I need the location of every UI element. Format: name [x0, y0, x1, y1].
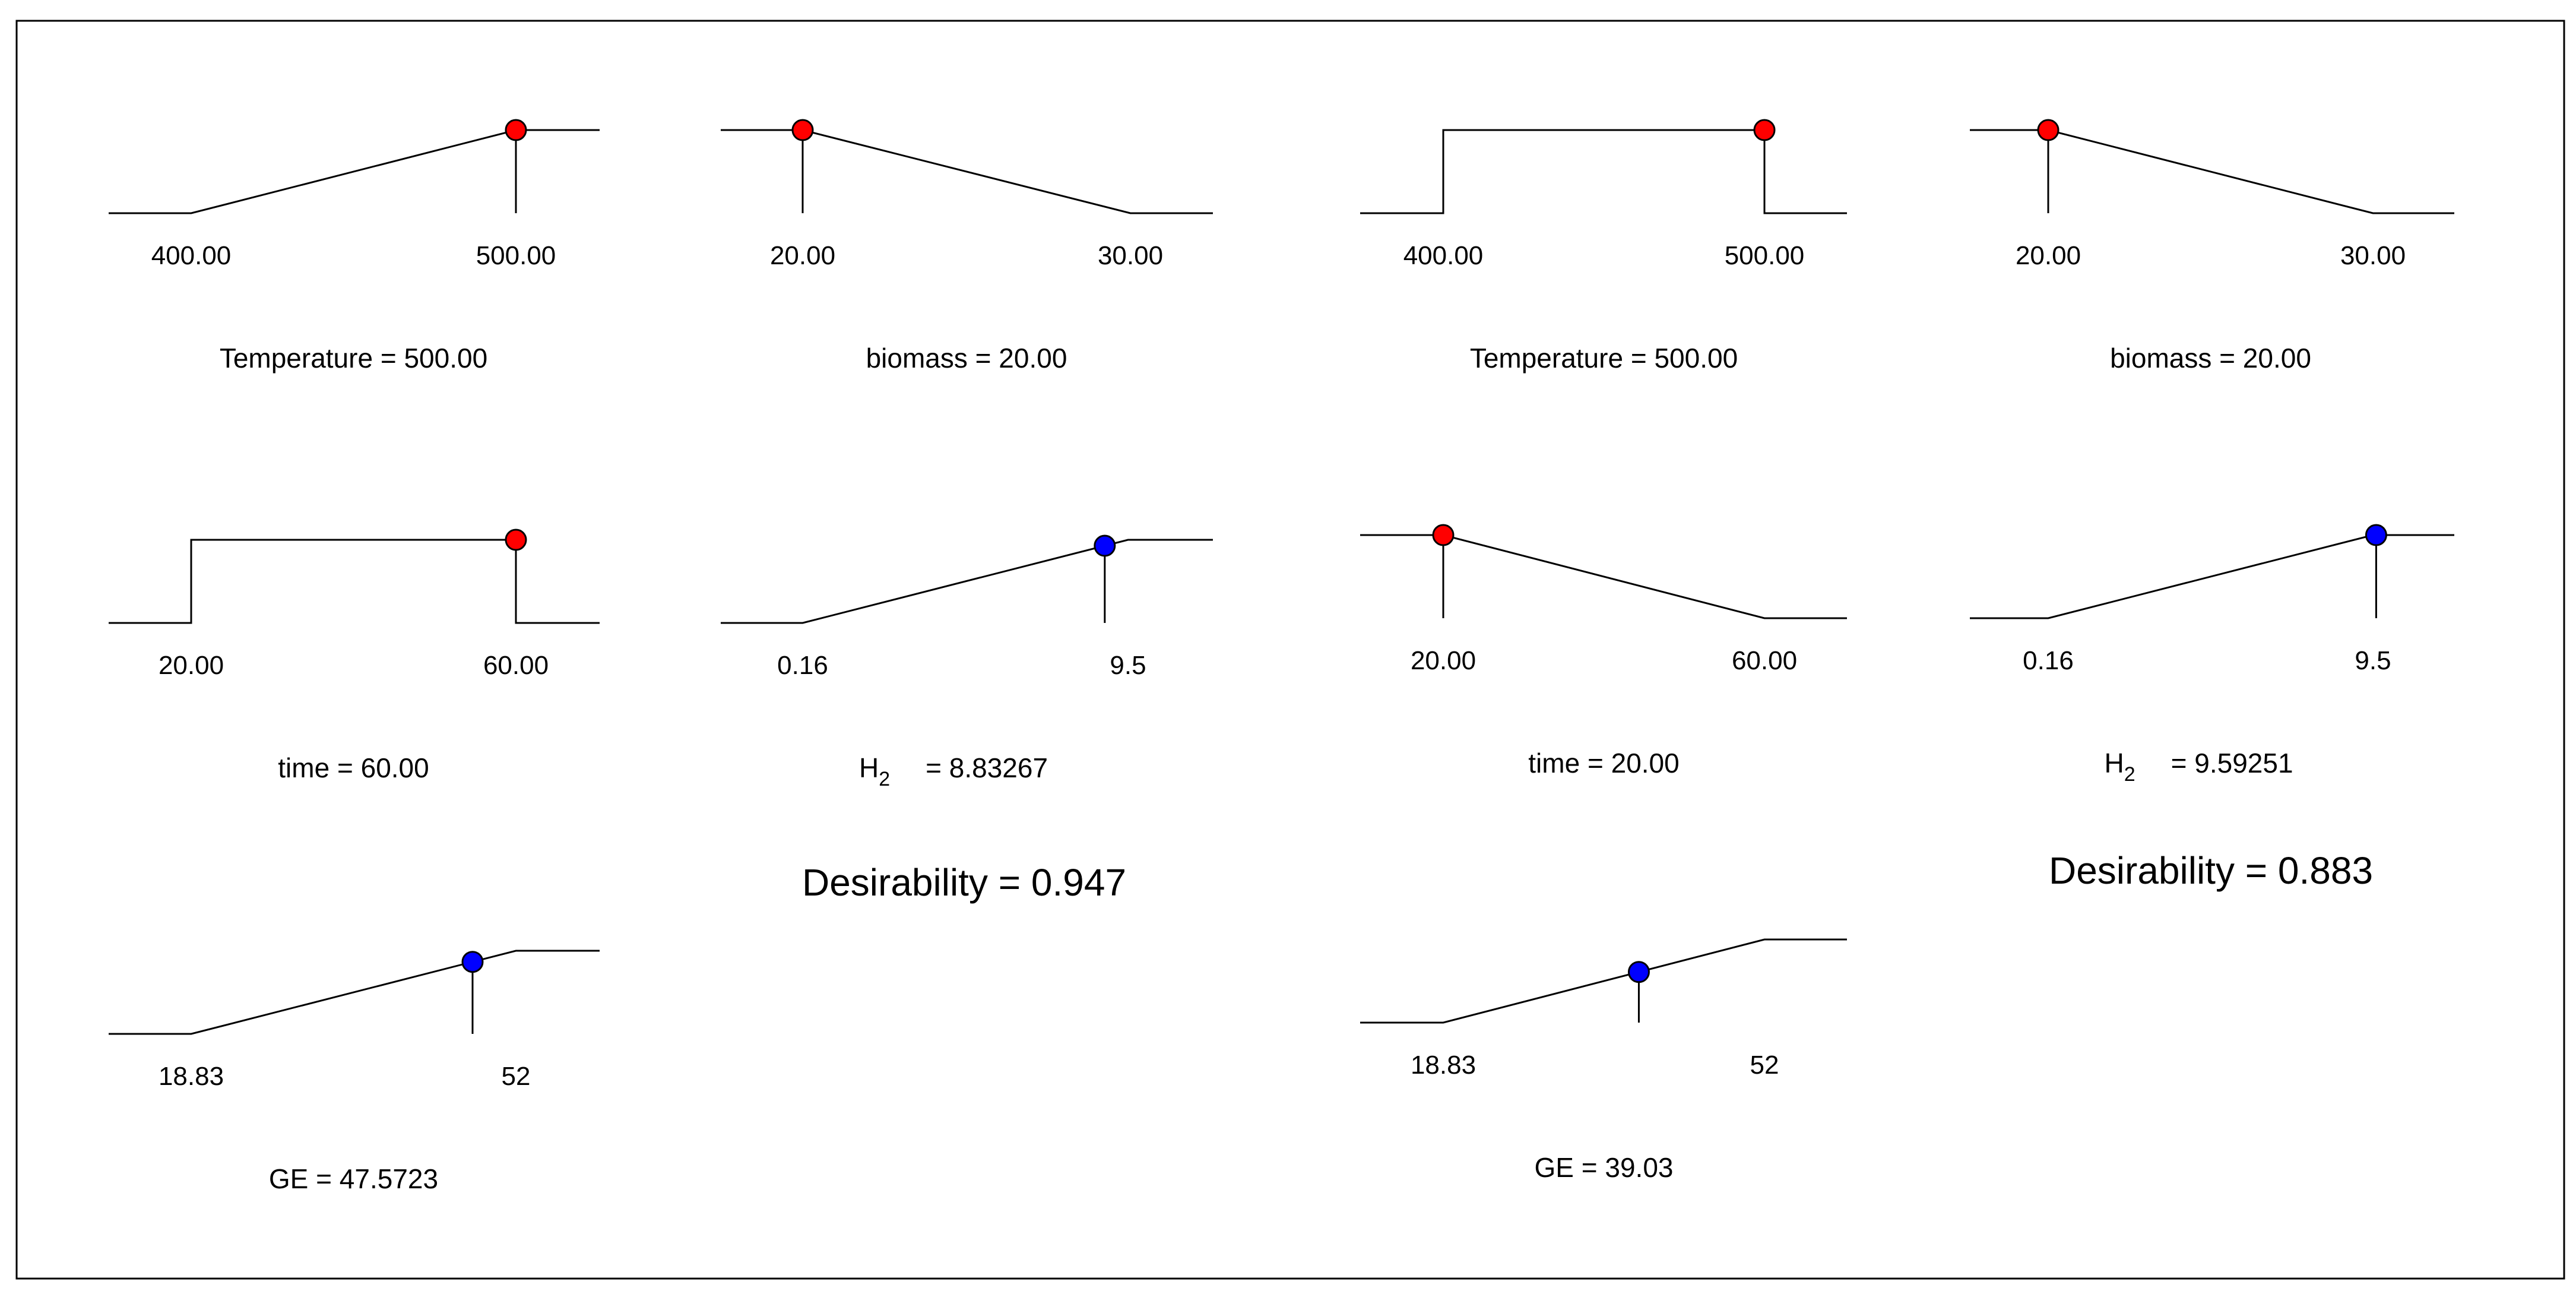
value-caption: GE = 39.03	[1535, 1152, 1674, 1183]
value-caption: time = 20.00	[1528, 748, 1679, 779]
low-limit-label: 0.16	[2023, 646, 2074, 675]
high-limit-label: 9.5	[2355, 646, 2391, 675]
high-limit-label: 500.00	[1725, 241, 1805, 270]
desirability-line	[1360, 938, 1847, 1024]
value-caption: H2 = 8.83267	[859, 752, 1048, 790]
desirability-line	[1360, 534, 1847, 619]
panel-1-4: 0.16 9.5 H2 = 8.83267	[721, 534, 1213, 790]
low-limit-label: 0.16	[777, 651, 828, 680]
value-caption: biomass = 20.00	[866, 343, 1067, 374]
high-limit-label: 30.00	[1098, 241, 1163, 270]
value-caption: H2 = 9.59251	[2104, 748, 2293, 786]
high-limit-label: 52	[502, 1062, 531, 1091]
current-value-point	[461, 951, 484, 973]
low-limit-label: 400.00	[1403, 241, 1484, 270]
low-limit-label: 18.83	[1411, 1051, 1476, 1080]
current-value-point	[505, 529, 527, 551]
value-caption: GE = 47.5723	[269, 1163, 438, 1194]
value-caption: Temperature = 500.00	[1470, 343, 1738, 374]
panel-2-5: 18.83 52 GE = 39.03	[1360, 938, 1847, 1183]
caption-subscript: 2	[879, 768, 890, 790]
desirability-label: Desirability = 0.947	[802, 861, 1126, 904]
panel-1-2: 20.00 30.00 biomass = 20.00	[721, 119, 1213, 374]
low-limit-label: 20.00	[1411, 646, 1476, 675]
value-caption: time = 60.00	[278, 752, 429, 783]
current-value-point	[2365, 524, 2387, 546]
low-limit-label: 20.00	[159, 651, 224, 680]
current-value-point	[1627, 961, 1650, 983]
panel-2-1: 400.00 500.00 Temperature = 500.00	[1360, 119, 1847, 374]
panel-2-2: 20.00 30.00 biomass = 20.00	[1970, 119, 2454, 374]
figure-frame	[15, 20, 2565, 1280]
desirability-line	[721, 129, 1213, 214]
desirability-line	[1970, 534, 2454, 619]
current-value-point	[2037, 119, 2059, 141]
desirability-line	[109, 129, 600, 214]
low-limit-label: 20.00	[2016, 241, 2081, 270]
desirability-line	[1360, 129, 1847, 214]
panel-2-3: 20.00 60.00 time = 20.00	[1360, 524, 1847, 779]
value-caption: biomass = 20.00	[2110, 343, 2311, 374]
high-limit-label: 30.00	[2340, 241, 2406, 270]
caption-subscript: 2	[2124, 763, 2135, 786]
desirability-line	[109, 950, 600, 1035]
high-limit-label: 9.5	[1110, 651, 1146, 680]
caption-value: = 9.59251	[2171, 748, 2293, 779]
panel-1-1: 400.00 500.00 Temperature = 500.00	[109, 119, 600, 374]
current-value-point	[1094, 534, 1116, 557]
high-limit-label: 52	[1750, 1051, 1779, 1080]
current-value-point	[1753, 119, 1776, 141]
low-limit-label: 20.00	[770, 241, 835, 270]
high-limit-label: 500.00	[476, 241, 556, 270]
caption-name: H	[2104, 748, 2124, 779]
caption-name: H	[859, 752, 879, 783]
low-limit-label: 18.83	[159, 1062, 224, 1091]
current-value-point	[791, 119, 814, 141]
current-value-point	[505, 119, 527, 141]
desirability-line	[721, 539, 1213, 624]
panel-1-5: 18.83 52 GE = 47.5723	[109, 950, 600, 1194]
desirability-line	[1970, 129, 2454, 214]
high-limit-label: 60.00	[1732, 646, 1797, 675]
low-limit-label: 400.00	[151, 241, 232, 270]
desirability-line	[109, 539, 600, 624]
desirability-label: Desirability = 0.883	[2049, 849, 2373, 892]
current-value-point	[1432, 524, 1455, 546]
high-limit-label: 60.00	[483, 651, 549, 680]
caption-value: = 8.83267	[926, 752, 1048, 783]
value-caption: Temperature = 500.00	[220, 343, 487, 374]
panel-1-3: 20.00 60.00 time = 60.00	[109, 529, 600, 783]
panel-2-4: 0.16 9.5 H2 = 9.59251	[1970, 524, 2454, 786]
